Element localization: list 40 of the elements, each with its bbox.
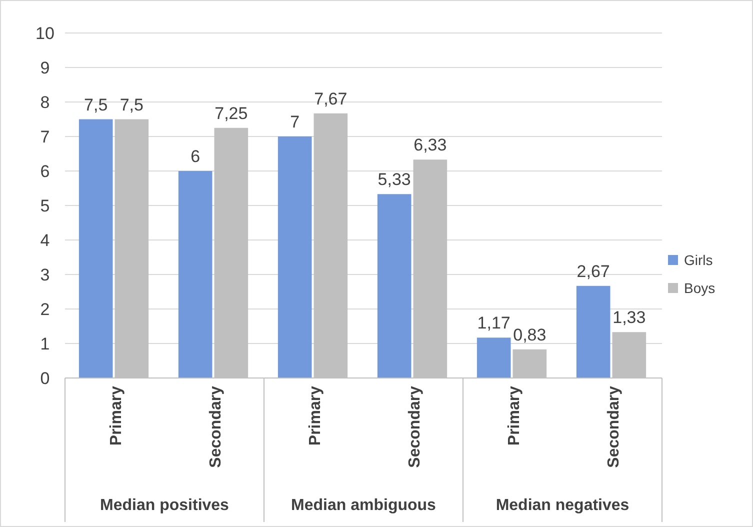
x-tick-label: Primary	[306, 386, 324, 446]
data-label: 7	[290, 112, 300, 132]
text: Median positives	[100, 497, 230, 514]
bar	[576, 286, 610, 378]
y-tick-label: 3	[40, 265, 50, 284]
x-tick-label: Secondary	[207, 386, 224, 468]
y-tick-label: 2	[40, 300, 50, 319]
bar	[278, 136, 312, 378]
y-tick-label: 4	[40, 230, 50, 250]
data-label: 7,25	[214, 104, 248, 123]
bar	[78, 119, 113, 378]
x-tick-label: Secondary	[605, 386, 622, 468]
y-tick-label: 1	[40, 334, 50, 354]
y-tick-label: 6	[40, 162, 50, 181]
bar	[178, 171, 212, 378]
x-tick-label: Primary	[506, 386, 523, 446]
data-label: 6,33	[414, 136, 447, 155]
legend-label: Boys	[684, 280, 716, 296]
legend-label: Girls	[684, 252, 713, 268]
data-label: 6	[190, 147, 200, 166]
y-tick-label: 0	[40, 368, 50, 388]
text: Median ambiguous	[291, 497, 436, 514]
y-tick-label: 7	[40, 127, 50, 146]
data-label: 7,5	[120, 95, 144, 114]
y-tick-label: 8	[40, 92, 50, 112]
x-tick-label: Primary	[108, 386, 125, 446]
bar	[377, 194, 412, 378]
data-label: 2,67	[576, 262, 610, 281]
data-label: 1,33	[612, 308, 646, 328]
data-label: 7,5	[84, 95, 108, 114]
text: Median negatives	[496, 497, 630, 514]
y-tick-label: 5	[40, 196, 50, 216]
y-tick-label: 9	[40, 58, 50, 78]
x-tick-label: Secondary	[406, 386, 424, 468]
bar	[476, 338, 511, 378]
data-label: 7,67	[314, 89, 348, 108]
data-label: 1,17	[477, 314, 510, 333]
y-tick-label: 10	[36, 24, 54, 43]
data-label: 5,33	[378, 170, 411, 190]
data-label: 0,83	[513, 325, 546, 344]
